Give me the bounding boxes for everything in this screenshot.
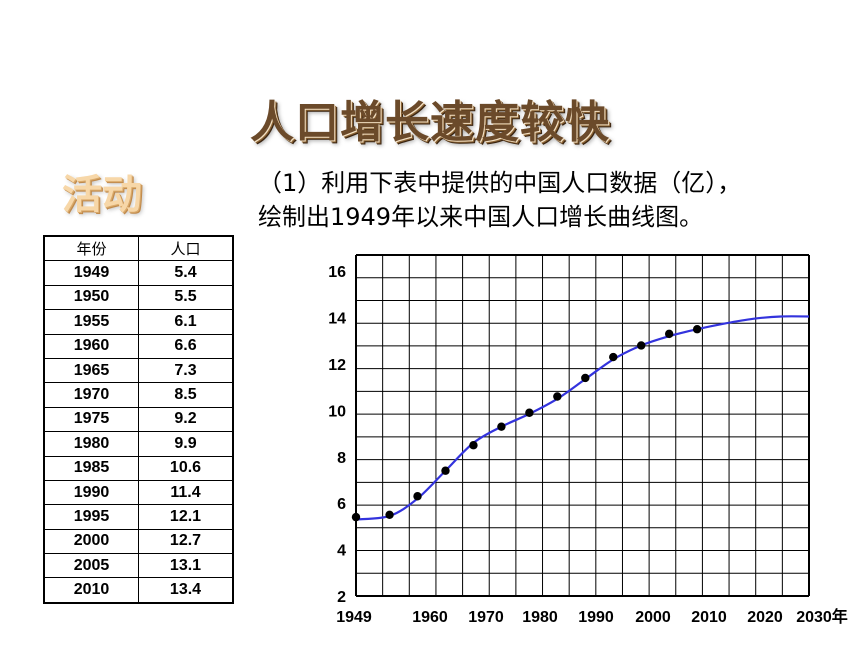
data-point xyxy=(553,392,562,401)
year-cell: 2010 xyxy=(43,577,139,604)
x-tick-label: 1980 xyxy=(522,609,558,626)
population-cell: 13.4 xyxy=(138,577,234,604)
table-row: 1995 12.1 xyxy=(43,504,234,530)
population-cell: 10.6 xyxy=(138,455,234,481)
data-point xyxy=(581,373,590,383)
population-cell: 5.5 xyxy=(138,284,234,311)
table-row: 1980 9.9 xyxy=(43,431,234,457)
population-cell: 12.7 xyxy=(138,528,234,555)
x-tick-label: 2000 xyxy=(635,609,671,626)
x-tick-label: 2030年 xyxy=(796,607,848,626)
table-header-row: 年份 人口 xyxy=(43,235,234,262)
y-tick-label: 6 xyxy=(337,496,346,513)
year-cell: 1949 xyxy=(43,260,139,286)
year-cell: 2000 xyxy=(43,528,139,555)
data-point xyxy=(385,510,394,520)
data-point xyxy=(413,492,422,501)
population-cell: 12.1 xyxy=(138,504,234,530)
table-row: 1965 7.3 xyxy=(43,357,234,384)
y-tick-label: 10 xyxy=(328,403,346,420)
page-title: 人口增长速度较快 xyxy=(250,97,610,148)
y-tick-label: 14 xyxy=(328,311,346,328)
table-row: 2010 13.4 xyxy=(43,577,234,604)
table-row: 1975 9.2 xyxy=(43,406,234,433)
year-cell: 1985 xyxy=(43,455,139,481)
instruction-line-2: 绘制出1949年以来中国人口增长曲线图。 xyxy=(258,203,704,231)
x-tick-label: 1990 xyxy=(578,609,614,626)
year-cell: 1965 xyxy=(43,357,139,384)
data-point xyxy=(609,352,618,362)
instruction-text: （1）利用下表中提供的中国人口数据（亿）， 绘制出1949年以来中国人口增长曲线… xyxy=(258,166,858,234)
year-cell: 1990 xyxy=(43,479,139,506)
x-tick-label: 1949 xyxy=(336,609,372,626)
population-cell: 13.1 xyxy=(138,553,234,579)
header-year: 年份 xyxy=(43,235,139,262)
population-cell: 6.1 xyxy=(138,309,234,335)
table-row: 1960 6.6 xyxy=(43,333,234,359)
data-point xyxy=(469,441,478,450)
table-row: 2000 12.7 xyxy=(43,528,234,555)
population-table: 年份 人口 1949 5.4 1950 5.5 1955 6.1 1960 6.6 19… xyxy=(43,235,234,604)
population-cell: 9.9 xyxy=(138,431,234,457)
instruction-line-1: （1）利用下表中提供的中国人口数据（亿）， xyxy=(258,169,742,197)
data-point xyxy=(664,329,674,339)
y-tick-label: 12 xyxy=(328,357,346,374)
year-cell: 1960 xyxy=(43,333,139,359)
table-row: 1970 8.5 xyxy=(43,382,234,408)
year-cell: 1970 xyxy=(43,382,139,408)
year-cell: 1975 xyxy=(43,406,139,433)
population-cell: 6.6 xyxy=(138,333,234,359)
x-tick-label: 1960 xyxy=(412,609,448,626)
y-tick-label: 4 xyxy=(337,543,346,560)
population-cell: 5.4 xyxy=(138,260,234,286)
y-tick-label: 2 xyxy=(337,589,346,606)
year-cell: 1980 xyxy=(43,431,139,457)
table-row: 1950 5.5 xyxy=(43,284,234,311)
table-row: 2005 13.1 xyxy=(43,553,234,579)
x-tick-label: 2020 xyxy=(747,609,783,626)
y-tick-label: 8 xyxy=(337,450,346,467)
data-point xyxy=(351,512,361,522)
population-cell: 7.3 xyxy=(138,357,234,384)
year-cell: 1995 xyxy=(43,504,139,530)
header-population: 人口 xyxy=(138,235,234,262)
population-cell: 9.2 xyxy=(138,406,234,433)
year-cell: 2005 xyxy=(43,553,139,579)
year-cell: 1955 xyxy=(43,309,139,335)
data-point xyxy=(441,466,450,475)
data-point xyxy=(692,325,702,334)
population-growth-chart: 2 4 6 8 10 12 14 16 1949 1960 1970 1980 1990 2000 2010… xyxy=(328,254,848,626)
x-tick-label: 2010 xyxy=(691,609,727,626)
table-row: 1985 10.6 xyxy=(43,455,234,481)
population-cell: 8.5 xyxy=(138,382,234,408)
population-curve xyxy=(355,315,810,521)
table-row: 1990 11.4 xyxy=(43,479,234,506)
y-tick-label: 16 xyxy=(328,264,346,281)
table-row: 1949 5.4 xyxy=(43,260,234,286)
year-cell: 1950 xyxy=(43,284,139,311)
table-row: 1955 6.1 xyxy=(43,309,234,335)
activity-label: 活动 xyxy=(62,172,142,218)
data-point xyxy=(525,408,534,417)
x-tick-label: 1970 xyxy=(468,609,504,626)
data-point xyxy=(497,422,506,431)
data-point xyxy=(637,341,646,350)
population-cell: 11.4 xyxy=(138,479,234,506)
